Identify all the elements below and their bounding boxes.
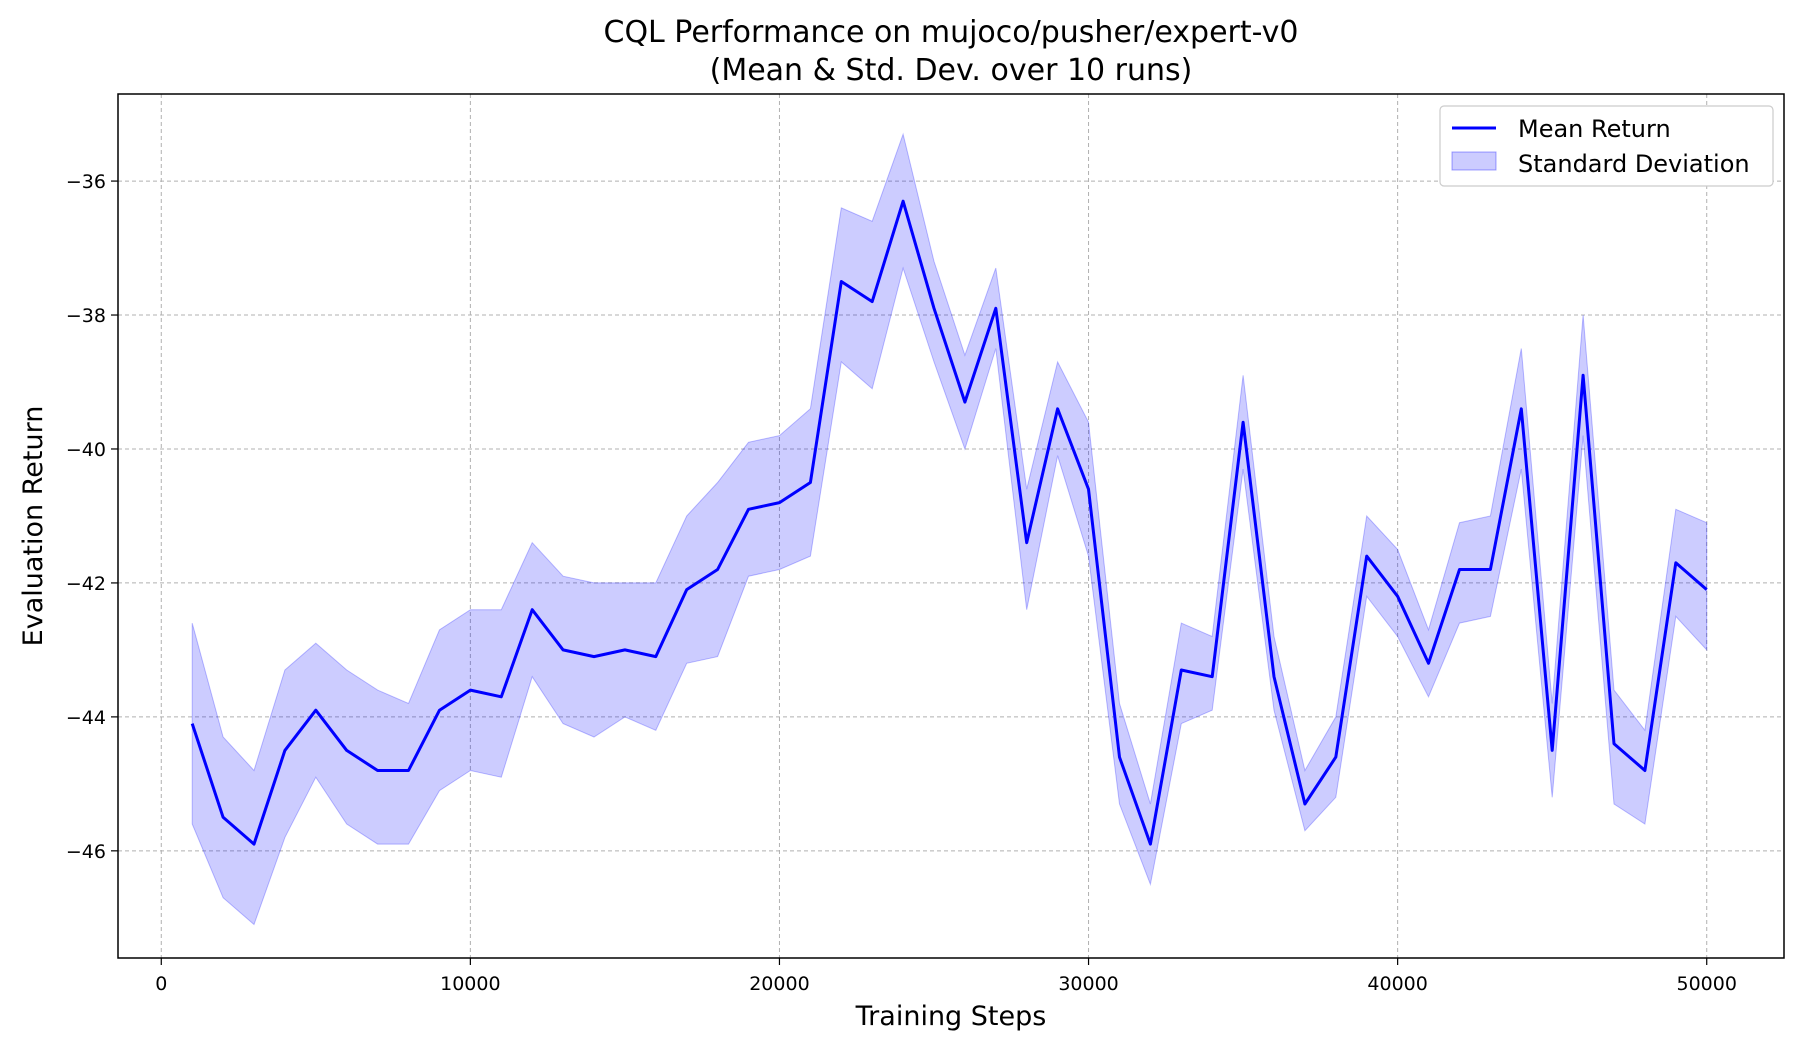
chart-title: CQL Performance on mujoco/pusher/expert-… bbox=[604, 15, 1299, 50]
mean-return-line bbox=[190, 199, 1708, 846]
y-tick-label: −40 bbox=[66, 439, 106, 461]
y-tick-label: −46 bbox=[66, 841, 106, 863]
legend-std-swatch bbox=[1451, 151, 1497, 171]
std-deviation-band bbox=[191, 132, 1708, 926]
legend-box bbox=[1439, 105, 1774, 187]
y-tick-label: −44 bbox=[66, 707, 106, 729]
y-tick-label: −42 bbox=[66, 573, 106, 595]
chart-subtitle: (Mean & Std. Dev. over 10 runs) bbox=[710, 53, 1193, 88]
plot-area-frame bbox=[117, 93, 1785, 959]
y-axis-ticks: −46 −44 −42 −40 −38 −36 bbox=[66, 171, 118, 863]
x-tick-label: 10000 bbox=[440, 973, 500, 995]
x-tick-label: 20000 bbox=[749, 973, 809, 995]
y-tick-label: −38 bbox=[66, 305, 106, 327]
x-tick-label: 50000 bbox=[1677, 973, 1737, 995]
x-tick-label: 40000 bbox=[1367, 973, 1427, 995]
x-tick-label: 30000 bbox=[1058, 973, 1118, 995]
x-axis-ticks: 0 10000 20000 30000 40000 50000 bbox=[155, 958, 1737, 995]
std-band-layer bbox=[191, 132, 1708, 926]
legend-entry-mean-return: Mean Return bbox=[1518, 115, 1671, 143]
y-axis-label: Evaluation Return bbox=[18, 406, 49, 647]
mean-line-layer bbox=[190, 199, 1708, 846]
legend: Mean Return Standard Deviation bbox=[1439, 105, 1774, 187]
legend-entry-standard-deviation: Standard Deviation bbox=[1518, 150, 1750, 178]
x-axis-label: Training Steps bbox=[855, 1001, 1047, 1032]
y-tick-label: −36 bbox=[66, 171, 106, 193]
grid bbox=[118, 94, 1784, 958]
x-tick-label: 0 bbox=[155, 973, 167, 995]
